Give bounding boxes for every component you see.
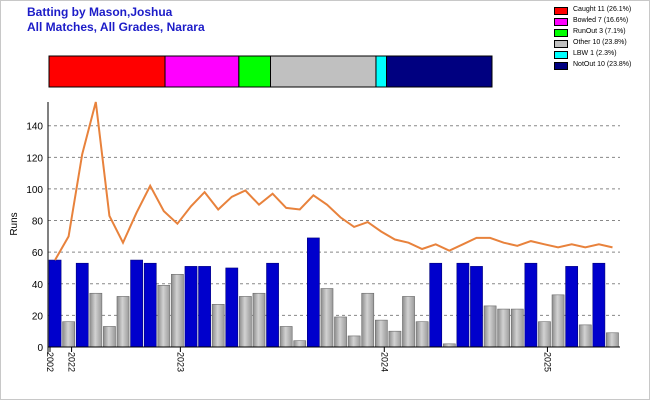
legend-item: LBW 1 (2.3%) bbox=[554, 49, 649, 60]
bar-notout bbox=[266, 262, 279, 348]
bar-out bbox=[171, 273, 184, 348]
bar-out bbox=[510, 308, 524, 348]
bar-notout bbox=[225, 267, 239, 348]
chart-title: Batting by Mason,Joshua bbox=[27, 5, 173, 19]
y-tick-label: 60 bbox=[32, 248, 44, 259]
legend-swatch bbox=[554, 62, 568, 70]
legend-swatch bbox=[554, 29, 568, 37]
bar-notout bbox=[470, 266, 483, 348]
legend-swatch bbox=[554, 7, 568, 15]
bar-notout bbox=[307, 237, 320, 348]
y-tick-label: 40 bbox=[32, 280, 44, 291]
bar-out bbox=[374, 319, 388, 348]
bar-out bbox=[157, 285, 171, 348]
bar-out bbox=[89, 292, 103, 348]
bar-out bbox=[578, 324, 592, 348]
y-tick-label: 80 bbox=[32, 217, 44, 228]
y-tick-label: 120 bbox=[26, 153, 43, 164]
bar-out bbox=[497, 308, 511, 348]
dismissal-bar bbox=[48, 55, 493, 88]
legend-swatch bbox=[554, 51, 568, 59]
bar-notout bbox=[456, 262, 470, 348]
x-tick-label: 2023 bbox=[175, 352, 185, 372]
dismissal-segment-caught bbox=[48, 55, 166, 88]
bar-out bbox=[252, 292, 266, 348]
legend-label: NotOut 10 (23.8%) bbox=[573, 61, 632, 68]
bars bbox=[48, 237, 619, 348]
legend-label: Bowled 7 (16.6%) bbox=[573, 17, 629, 24]
bar-notout bbox=[75, 262, 89, 348]
axes: 2002 2022 2023 2024 2025 bbox=[45, 102, 620, 372]
x-tick-label: 2025 bbox=[542, 352, 552, 372]
legend-label: RunOut 3 (7.1%) bbox=[573, 28, 626, 35]
bar-out bbox=[551, 294, 565, 348]
average-series-line bbox=[54, 101, 613, 261]
bar-notout bbox=[592, 262, 606, 348]
y-axis-label: Runs bbox=[9, 212, 20, 235]
y-tick-label: 20 bbox=[32, 311, 44, 322]
chart-subtitle: All Matches, All Grades, Narara bbox=[27, 20, 205, 34]
bar-out bbox=[116, 296, 130, 348]
bar-out bbox=[239, 296, 252, 348]
bar-notout bbox=[429, 262, 443, 348]
bar-out bbox=[334, 316, 347, 348]
bar-out bbox=[402, 296, 415, 348]
x-tick-label: 2022 bbox=[67, 352, 77, 372]
bar-out bbox=[388, 330, 402, 348]
average-line bbox=[54, 101, 613, 261]
dismissal-segment-bowled bbox=[164, 55, 240, 88]
legend-item: RunOut 3 (7.1%) bbox=[554, 27, 649, 38]
legend-item: Caught 11 (26.1%) bbox=[554, 5, 649, 16]
bar-out bbox=[279, 326, 293, 348]
bar-notout bbox=[143, 262, 157, 348]
legend: Caught 11 (26.1%) Bowled 7 (16.6%) RunOut … bbox=[554, 5, 649, 71]
bar-out bbox=[606, 332, 619, 348]
bar-notout bbox=[565, 266, 579, 348]
bar-out bbox=[293, 340, 307, 348]
y-tick-label: 140 bbox=[26, 122, 43, 133]
dismissal-segment-runout bbox=[238, 55, 272, 88]
dismissal-segment-notout bbox=[386, 55, 493, 88]
bar-out bbox=[347, 335, 361, 348]
legend-swatch bbox=[554, 40, 568, 48]
bar-out bbox=[483, 305, 497, 348]
bar-notout bbox=[130, 259, 143, 348]
y-tick-label: 100 bbox=[26, 185, 43, 196]
legend-label: LBW 1 (2.3%) bbox=[573, 50, 617, 57]
bar-out bbox=[320, 288, 334, 348]
bar-notout bbox=[184, 266, 198, 348]
bar-out bbox=[62, 321, 75, 348]
dismissal-segment-lbw bbox=[375, 55, 388, 88]
bar-out bbox=[211, 304, 225, 348]
bar-out bbox=[103, 326, 116, 348]
bar-notout bbox=[48, 259, 62, 348]
bar-notout bbox=[524, 262, 538, 348]
legend-item: Bowled 7 (16.6%) bbox=[554, 16, 649, 27]
legend-swatch bbox=[554, 18, 568, 26]
dismissal-segment-other bbox=[270, 55, 377, 88]
legend-item: NotOut 10 (23.8%) bbox=[554, 60, 649, 71]
legend-label: Caught 11 (26.1%) bbox=[573, 6, 632, 13]
x-tick-label: 2024 bbox=[379, 352, 389, 372]
legend-label: Other 10 (23.8%) bbox=[573, 39, 627, 46]
legend-item: Other 10 (23.8%) bbox=[554, 38, 649, 49]
y-tick-label: 0 bbox=[37, 343, 43, 354]
bar-notout bbox=[198, 266, 211, 348]
bar-out bbox=[538, 321, 551, 348]
bar-out bbox=[361, 292, 375, 348]
bar-out bbox=[415, 321, 429, 348]
x-tick-label: 2002 bbox=[45, 352, 55, 372]
